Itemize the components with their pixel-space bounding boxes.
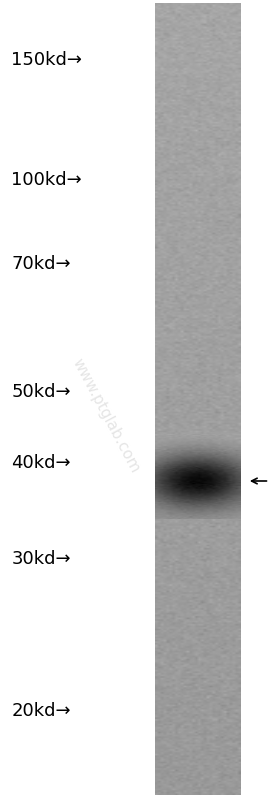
Text: 40kd→: 40kd→ xyxy=(11,455,71,472)
Text: 70kd→: 70kd→ xyxy=(11,255,71,272)
Text: 150kd→: 150kd→ xyxy=(11,51,82,69)
Text: www.ptglab.com: www.ptglab.com xyxy=(70,356,143,475)
Text: 100kd→: 100kd→ xyxy=(11,171,82,189)
Text: 50kd→: 50kd→ xyxy=(11,383,71,400)
Text: 30kd→: 30kd→ xyxy=(11,551,71,568)
Text: 20kd→: 20kd→ xyxy=(11,702,71,720)
